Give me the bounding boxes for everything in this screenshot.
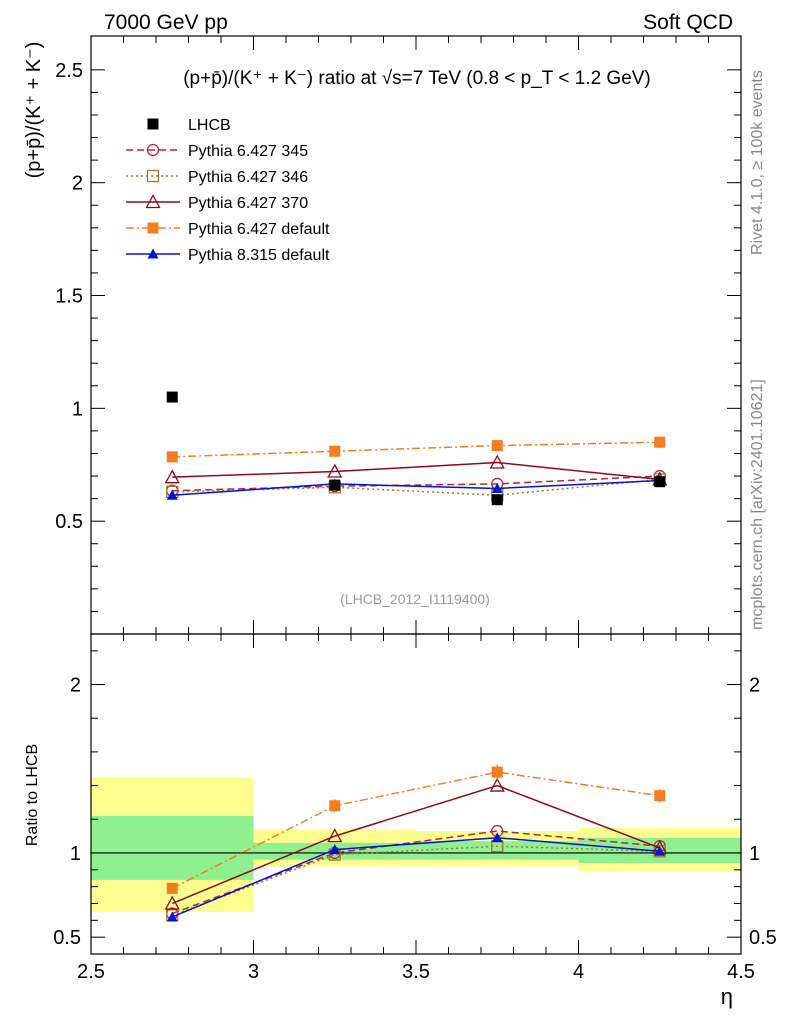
main-ylabel: (p+p̄)/(K⁺ + K⁻) [23, 42, 45, 179]
ratio-point-py370 [489, 777, 505, 792]
ratio-line-py346 [171, 845, 660, 916]
y-tick-label: 1.5 [55, 286, 83, 308]
x-tick-label: 3 [248, 961, 259, 983]
uncertainty-band-green [91, 815, 254, 880]
header-right: Soft QCD [643, 11, 733, 34]
data-point-py370 [164, 469, 180, 484]
x-tick-label: 4.5 [727, 961, 755, 983]
legend-label-py370: Pythia 6.427 370 [188, 195, 308, 212]
ratio-y-tick-label-right: 0.5 [749, 927, 777, 949]
y-tick-label: 0.5 [55, 511, 83, 533]
rivet-label: Rivet 4.1.0, ≥ 100k events [749, 70, 766, 255]
series-py370 [164, 454, 668, 486]
legend-marker-py6def [147, 222, 159, 234]
legend: LHCB Pythia 6.427 345 Pythia 6.427 346 Pyth… [126, 117, 330, 264]
uncertainty-band-green [416, 841, 579, 860]
ratio-y-tick-label-right: 2 [749, 675, 760, 697]
ratio-point-py6def [654, 790, 666, 802]
ratio-panel: 0.5 0.5 1 1 2 2 2.5 3 3.5 4 4.5 [53, 633, 777, 983]
series-py6def [166, 436, 666, 463]
y-tick-label: 1 [72, 398, 83, 420]
data-point-py6def [166, 451, 178, 463]
ratio-y-tick-label: 2 [70, 675, 81, 697]
ratio-point-py8def [654, 845, 666, 856]
ratio-line-py8def [171, 837, 660, 918]
data-point-lhcb [166, 391, 178, 403]
xlabel: η [721, 984, 733, 1009]
data-point-py6def [491, 440, 503, 452]
legend-label-lhcb: LHCB [188, 117, 231, 134]
ratio-line-py370 [171, 784, 661, 905]
mcplots-label: mcplots.cern.ch [arXiv:2401.10621] [749, 379, 766, 630]
data-point-lhcb [654, 476, 666, 488]
ratio-point-py6def [166, 882, 178, 894]
data-point-py6def [329, 445, 341, 457]
ratio-point-py370 [327, 828, 343, 843]
ratio-series-py6def [166, 764, 666, 894]
legend-marker-py345 [146, 143, 160, 157]
data-point-py8def [491, 482, 503, 493]
data-point-lhcb [491, 494, 503, 506]
ratio-point-py8def [491, 832, 503, 843]
legend-marker-py346 [146, 169, 160, 183]
header-left: 7000 GeV pp [104, 11, 228, 34]
ratio-point-py8def [329, 844, 341, 855]
legend-marker-lhcb [147, 118, 159, 130]
series-lhcb [166, 391, 666, 506]
y-tick-label: 2 [72, 173, 83, 195]
x-tick-label: 4 [573, 961, 584, 983]
data-point-py8def [166, 489, 178, 500]
ratio-point-py6def [329, 800, 341, 812]
x-tick-label: 3.5 [402, 961, 430, 983]
legend-label-py6def: Pythia 6.427 default [188, 221, 330, 238]
series-line-py346 [172, 478, 660, 496]
ratio-y-tick-label: 1 [70, 843, 81, 865]
legend-marker-py370 [145, 194, 161, 209]
x-tick-label: 2.5 [77, 961, 105, 983]
legend-marker-py8def [147, 248, 159, 259]
ratio-point-py6def [491, 766, 503, 778]
series-line-py6def [172, 441, 660, 458]
data-point-py370 [327, 463, 343, 478]
ratio-point-py8def [166, 911, 178, 922]
ratio-line-py345 [171, 830, 660, 915]
ratio-point-py370 [164, 895, 180, 910]
ratio-y-tick-label: 0.5 [53, 927, 81, 949]
legend-label-py8def: Pythia 8.315 default [188, 247, 330, 264]
series-line-py370 [172, 461, 660, 481]
data-point-py6def [654, 436, 666, 448]
legend-label-py345: Pythia 6.427 345 [188, 143, 308, 160]
series-py346 [166, 473, 666, 502]
data-point-py370 [489, 454, 505, 469]
legend-label-py346: Pythia 6.427 346 [188, 169, 308, 186]
ratio-y-tick-label-right: 1 [749, 843, 760, 865]
ratio-line-py6def [171, 771, 660, 889]
data-point-lhcb [329, 479, 341, 491]
series-line-py8def [172, 479, 660, 496]
y-tick-label: 2.5 [55, 60, 83, 82]
ratio-series-py8def [166, 832, 666, 922]
ratio-ylabel: Ratio to LHCB [24, 744, 41, 846]
analysis-id: (LHCB_2012_I1119400) [340, 591, 490, 607]
chart-title: (p+p̄)/(K⁺ + K⁻) ratio at √s=7 TeV (0.8 … [183, 68, 651, 89]
series-line-py345 [172, 475, 660, 492]
